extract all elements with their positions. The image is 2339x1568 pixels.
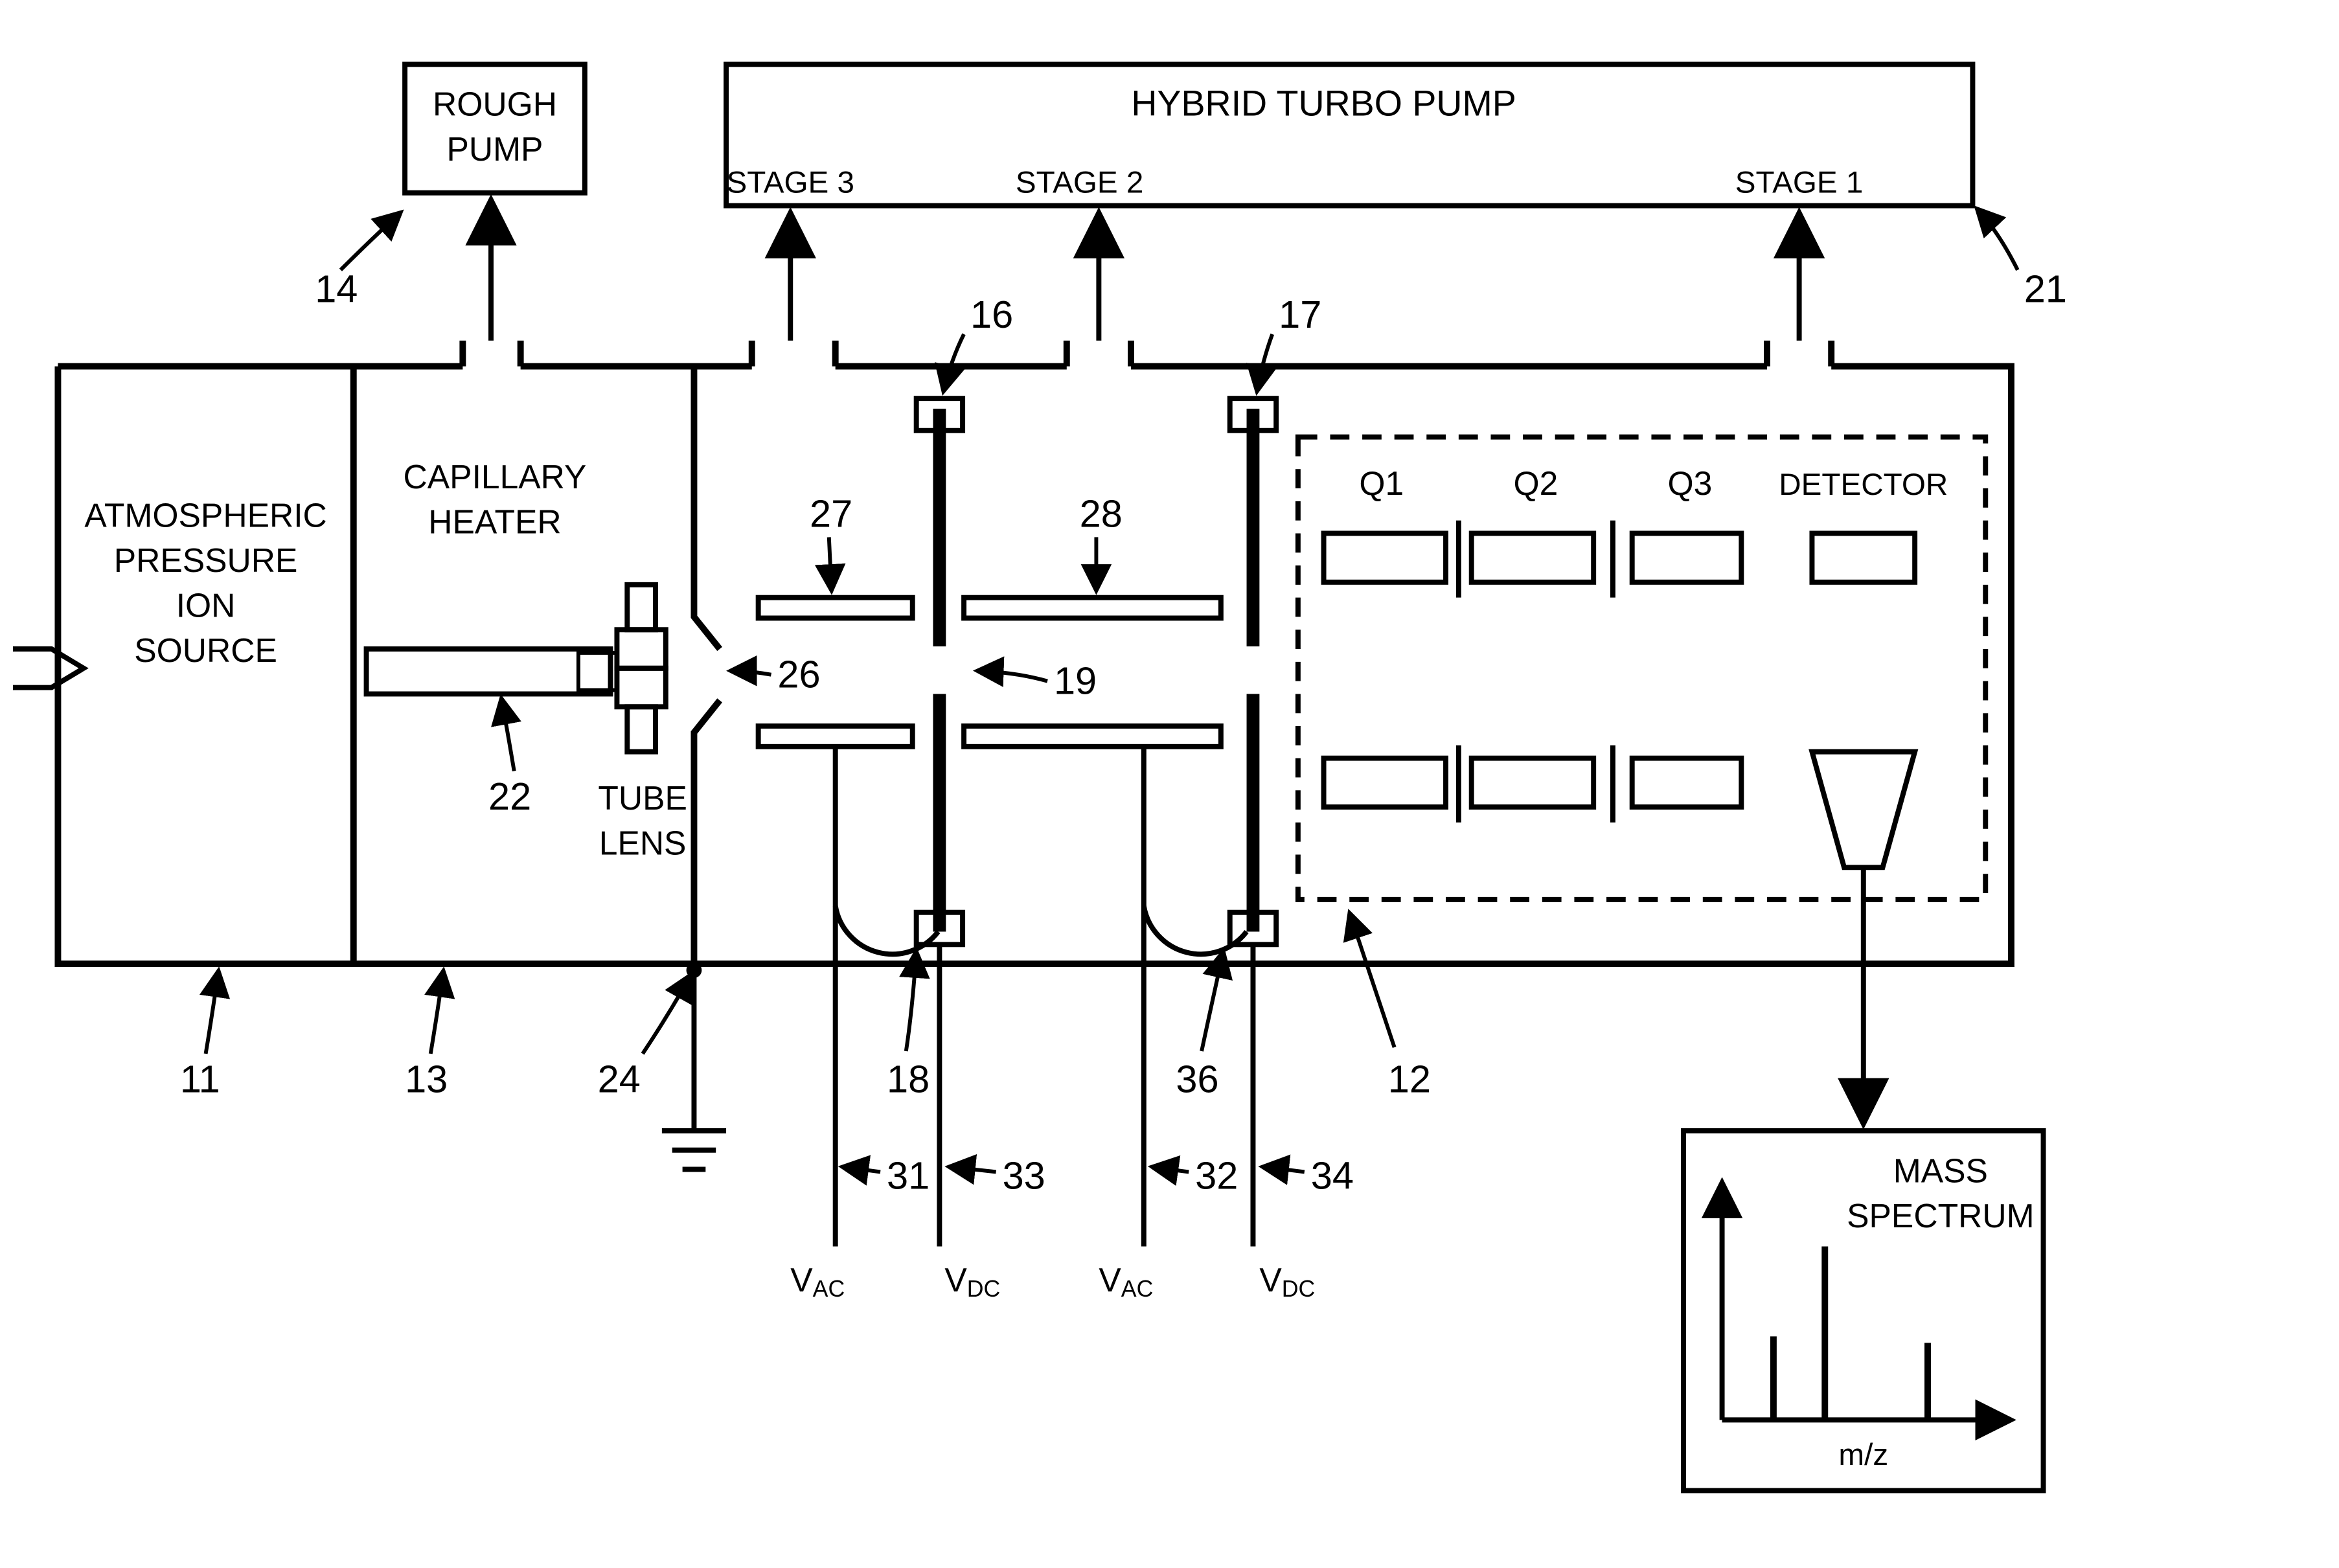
q3-label: Q3 [1668,464,1713,502]
tube-lens-r2 [617,630,665,668]
ion-source-inlet [13,649,84,688]
ref-19: 19 [1054,659,1097,702]
detector-funnel [1812,752,1915,868]
mass-spectrum-box [1683,1131,2043,1490]
ref-26: 26 [777,653,820,696]
q3-top [1632,533,1742,582]
lead-13 [431,970,444,1054]
vac-32: VAC [1099,1261,1153,1302]
lens-17-top [1247,409,1260,646]
ref-11: 11 [180,1057,220,1100]
ref-12: 12 [1388,1057,1431,1100]
ion-src-l1: ATMOSPHERIC [84,497,326,534]
lead-12 [1349,913,1394,1047]
q2-top [1472,533,1593,582]
lead-22 [501,698,514,771]
tube-lens-r3 [617,668,665,707]
ion-src-l3: ION [176,586,236,624]
lead-19 [977,671,1047,681]
lens-16-top [933,409,946,646]
lead-24 [643,974,691,1054]
rod-27-bot [759,726,913,747]
mz-label: m/z [1838,1438,1888,1472]
analyzer-box [1298,437,1985,900]
ms-l2: SPECTRUM [1847,1197,2034,1234]
detector-label: DETECTOR [1779,468,1948,502]
ion-src-l4: SOURCE [134,631,277,669]
diagram-canvas: ROUGH PUMP HYBRID TURBO PUMP STAGE 3 STA… [13,13,2326,1555]
ref-33: 33 [1003,1153,1045,1197]
cap-heater-l2: HEATER [428,503,561,540]
lens-17-bot [1247,694,1260,931]
lead-14 [341,212,401,270]
vac-31: VAC [790,1261,845,1302]
ref-32: 32 [1195,1153,1238,1197]
tube-lens-l1: TUBE [598,779,687,817]
q2-bot [1472,758,1593,807]
ref-18: 18 [887,1057,930,1100]
rough-pump-box [405,64,585,192]
capillary [367,649,611,694]
q1-top [1324,533,1446,582]
ion-src-l2: PRESSURE [114,541,298,579]
q1-bot [1324,758,1446,807]
ref-16: 16 [970,293,1013,336]
lead-32 [1152,1167,1189,1172]
ref-34: 34 [1311,1153,1354,1197]
stage2-label: STAGE 2 [1016,166,1144,200]
ref-36: 36 [1176,1057,1218,1100]
detector-top [1812,533,1915,582]
wall-2-skimmer-bot [694,700,720,964]
lead-26 [730,671,771,675]
stage3-label: STAGE 3 [726,166,854,200]
cap-heater-l1: CAPILLARY [404,458,587,495]
q2-label: Q2 [1513,464,1558,502]
rod-27-top [759,598,913,619]
ms-l1: MASS [1893,1152,1988,1189]
ref-24: 24 [598,1057,641,1100]
vdc-33: VDC [944,1261,1000,1302]
vdc-34: VDC [1259,1261,1315,1302]
rough-pump-label-l2: PUMP [446,130,543,168]
rod-28-top [964,598,1221,619]
ref-14: 14 [315,267,358,310]
wall-2-skimmer-top [694,367,720,649]
ref-28: 28 [1080,492,1123,536]
ref-31: 31 [887,1153,930,1197]
ref-27: 27 [810,492,852,536]
lead-11 [206,970,219,1054]
lead-21 [1976,209,2017,270]
ref-17: 17 [1279,293,1321,336]
turbo-pump-label: HYBRID TURBO PUMP [1131,84,1516,124]
tube-lens-r4 [627,707,656,751]
ref-13: 13 [405,1057,448,1100]
lens-16-bot [933,694,946,931]
rod-28-bot [964,726,1221,747]
q3-bot [1632,758,1742,807]
ref-21: 21 [2024,267,2067,310]
rough-pump-label-l1: ROUGH [433,85,557,123]
tube-lens-r1 [627,585,656,630]
stage1-label: STAGE 1 [1735,166,1864,200]
lead-34 [1262,1167,1304,1172]
q1-label: Q1 [1359,464,1404,502]
lead-27 [829,537,832,591]
lead-31 [842,1167,881,1172]
ref-22: 22 [488,775,531,818]
lead-33 [948,1167,996,1172]
tube-lens-l2: LENS [599,824,687,861]
